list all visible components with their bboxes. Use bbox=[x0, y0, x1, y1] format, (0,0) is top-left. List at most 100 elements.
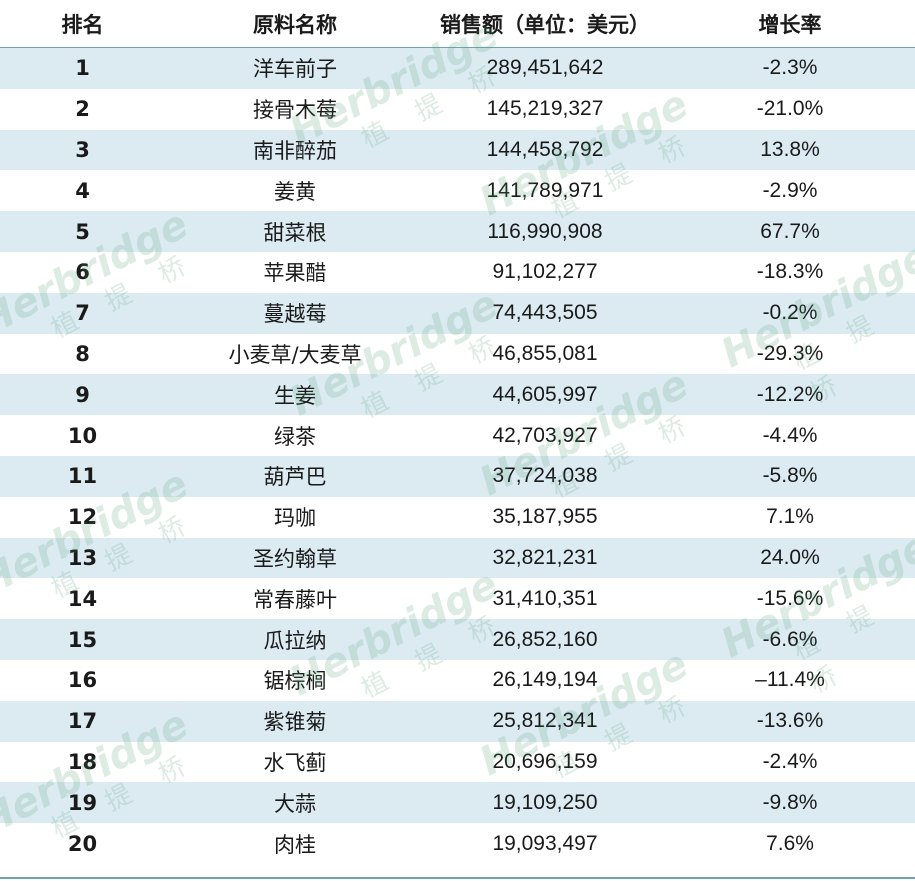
rank-cell: 5 bbox=[75, 219, 90, 244]
growth-cell: -2.9% bbox=[762, 178, 818, 202]
sales-cell: 19,093,497 bbox=[492, 831, 598, 855]
growth-cell: 7.1% bbox=[766, 505, 814, 529]
table-row: 16 锯棕榈 26,149,194 –11.4% bbox=[0, 659, 915, 701]
rank-cell: 7 bbox=[75, 301, 90, 326]
growth-cell: -15.6% bbox=[756, 586, 824, 610]
name-cell: 洋车前子 bbox=[253, 57, 337, 82]
name-cell: 生姜 bbox=[274, 383, 316, 408]
header-rank: 排名 bbox=[61, 12, 104, 37]
sales-cell: 46,855,081 bbox=[492, 341, 598, 365]
name-cell: 接骨木莓 bbox=[253, 98, 337, 123]
growth-cell: -4.4% bbox=[762, 423, 818, 447]
name-cell: 小麦草/大麦草 bbox=[228, 342, 362, 367]
growth-cell: -9.8% bbox=[762, 790, 818, 814]
growth-cell: -13.6% bbox=[756, 709, 824, 733]
rank-cell: 3 bbox=[75, 137, 90, 162]
growth-cell: -29.3% bbox=[756, 341, 824, 365]
growth-cell: 67.7% bbox=[760, 219, 820, 243]
name-cell: 绿茶 bbox=[274, 424, 316, 449]
name-cell: 常春藤叶 bbox=[253, 587, 337, 612]
table-row: 8 小麦草/大麦草 46,855,081 -29.3% bbox=[0, 333, 915, 375]
sales-cell: 37,724,038 bbox=[492, 464, 598, 488]
table-row: 11 葫芦巴 37,724,038 -5.8% bbox=[0, 455, 915, 497]
table-row: 3 南非醉茄 144,458,792 13.8% bbox=[0, 129, 915, 171]
table-header: 排名 原料名称 销售额（单位：美元） 增长率 bbox=[0, 0, 915, 48]
rank-cell: 10 bbox=[67, 423, 98, 448]
rank-cell: 16 bbox=[67, 668, 98, 693]
header-name: 原料名称 bbox=[253, 12, 337, 37]
growth-cell: -2.4% bbox=[762, 749, 818, 773]
header-growth: 增长率 bbox=[758, 12, 822, 37]
rank-cell: 19 bbox=[67, 790, 98, 815]
rank-cell: 13 bbox=[67, 545, 98, 570]
name-cell: 瓜拉纳 bbox=[263, 628, 327, 653]
sales-cell: 116,990,908 bbox=[487, 219, 603, 243]
table-row: 2 接骨木莓 145,219,327 -21.0% bbox=[0, 88, 915, 130]
sales-cell: 26,852,160 bbox=[492, 627, 598, 651]
sales-cell: 42,703,927 bbox=[492, 423, 598, 447]
sales-cell: 145,219,327 bbox=[486, 97, 604, 121]
sales-cell: 25,812,341 bbox=[492, 709, 598, 733]
name-cell: 肉桂 bbox=[274, 832, 316, 857]
table-row: 14 常春藤叶 31,410,351 -15.6% bbox=[0, 578, 915, 620]
name-cell: 紫锥菊 bbox=[263, 710, 327, 735]
sales-cell: 32,821,231 bbox=[492, 545, 598, 569]
growth-cell: -12.2% bbox=[756, 382, 824, 406]
sales-cell: 74,443,505 bbox=[492, 301, 598, 325]
table-row: 9 生姜 44,605,997 -12.2% bbox=[0, 374, 915, 416]
table-row: 5 甜菜根 116,990,908 67.7% bbox=[0, 211, 915, 252]
rank-cell: 1 bbox=[75, 56, 90, 81]
table-row: 13 圣约翰草 32,821,231 24.0% bbox=[0, 537, 915, 579]
growth-cell: 24.0% bbox=[760, 545, 820, 569]
rank-cell: 4 bbox=[75, 178, 90, 203]
rank-cell: 18 bbox=[67, 749, 98, 774]
table-row: 10 绿茶 42,703,927 -4.4% bbox=[0, 415, 915, 456]
growth-cell: –11.4% bbox=[755, 668, 825, 692]
name-cell: 锯棕榈 bbox=[263, 669, 327, 694]
name-cell: 南非醉茄 bbox=[253, 138, 337, 163]
table-row: 7 蔓越莓 74,443,505 -0.2% bbox=[0, 292, 915, 334]
rank-cell: 17 bbox=[67, 709, 98, 734]
name-cell: 姜黄 bbox=[274, 179, 316, 204]
rank-cell: 8 bbox=[75, 341, 90, 366]
sales-cell: 144,458,792 bbox=[486, 137, 604, 161]
table-row: 4 姜黄 141,789,971 -2.9% bbox=[0, 170, 915, 212]
name-cell: 葫芦巴 bbox=[263, 465, 327, 490]
sales-cell: 289,451,642 bbox=[486, 56, 604, 80]
rank-cell: 20 bbox=[67, 831, 98, 856]
name-cell: 圣约翰草 bbox=[253, 546, 337, 571]
growth-cell: -21.0% bbox=[756, 97, 824, 121]
growth-cell: -0.2% bbox=[762, 301, 818, 325]
header-sales: 销售额（单位：美元） bbox=[440, 12, 650, 37]
table-row: 6 苹果醋 91,102,277 -18.3% bbox=[0, 251, 915, 293]
name-cell: 蔓越莓 bbox=[263, 302, 327, 327]
table-row: 19 大蒜 19,109,250 -9.8% bbox=[0, 782, 915, 824]
growth-cell: -18.3% bbox=[756, 260, 824, 284]
table-row: 12 玛咖 35,187,955 7.1% bbox=[0, 496, 915, 538]
table-row: 1 洋车前子 289,451,642 -2.3% bbox=[0, 48, 915, 89]
rank-cell: 11 bbox=[67, 464, 98, 489]
name-cell: 苹果醋 bbox=[263, 261, 327, 286]
name-cell: 大蒜 bbox=[274, 791, 316, 816]
rank-cell: 9 bbox=[75, 382, 90, 407]
rank-cell: 14 bbox=[67, 586, 98, 611]
growth-cell: 13.8% bbox=[760, 137, 820, 161]
table-row: 18 水飞蓟 20,696,159 -2.4% bbox=[0, 741, 915, 783]
name-cell: 甜菜根 bbox=[263, 220, 327, 245]
name-cell: 玛咖 bbox=[274, 506, 316, 531]
growth-cell: -6.6% bbox=[762, 627, 818, 651]
bottom-rule bbox=[0, 877, 915, 879]
rank-cell: 15 bbox=[67, 627, 98, 652]
sales-cell: 19,109,250 bbox=[492, 790, 598, 814]
rank-cell: 12 bbox=[67, 505, 98, 530]
table-row: 17 紫锥菊 25,812,341 -13.6% bbox=[0, 700, 915, 742]
sales-cell: 20,696,159 bbox=[492, 749, 598, 773]
sales-cell: 91,102,277 bbox=[492, 260, 598, 284]
sales-cell: 26,149,194 bbox=[492, 668, 598, 692]
sales-cell: 31,410,351 bbox=[492, 586, 598, 610]
sales-cell: 141,789,971 bbox=[486, 178, 604, 202]
table-row: 15 瓜拉纳 26,852,160 -6.6% bbox=[0, 619, 915, 660]
growth-cell: -5.8% bbox=[762, 464, 818, 488]
growth-cell: -2.3% bbox=[762, 56, 818, 80]
